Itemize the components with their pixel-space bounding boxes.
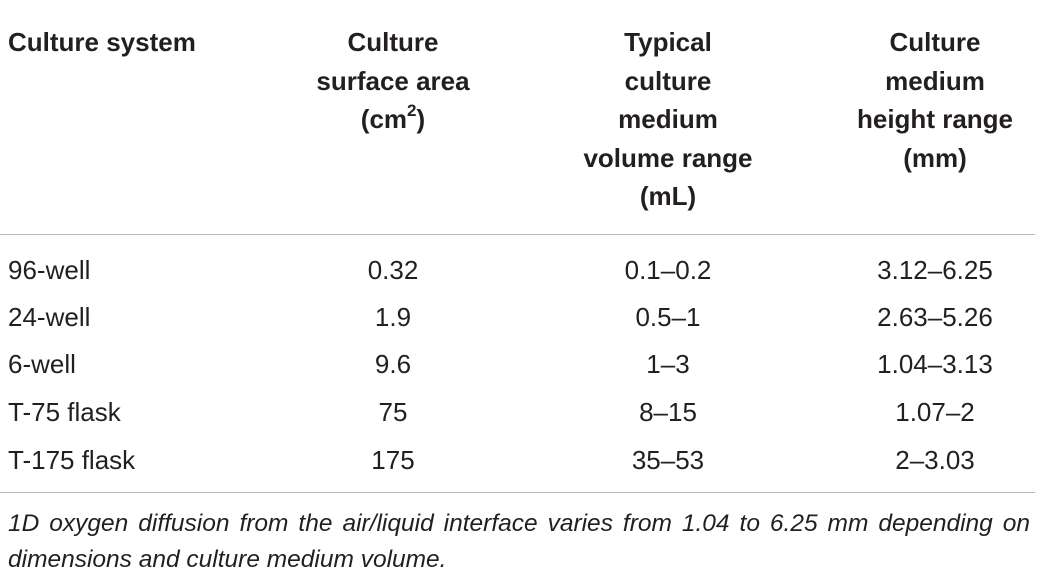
- table-cell-volume: 1–3: [646, 349, 690, 379]
- table-cell-volume: 0.1–0.2: [624, 255, 712, 285]
- column-header-culture-system: Culture system: [8, 23, 196, 62]
- table-cell-height: 1.04–3.13: [877, 349, 993, 379]
- header-unit-text: (cm: [360, 104, 408, 134]
- table-cell-system: 96-well: [8, 255, 91, 285]
- header-line: (mL): [639, 181, 697, 211]
- table-cell-area: 75: [378, 397, 408, 427]
- table-cell-height: 1.07–2: [895, 397, 975, 427]
- table-cell-system: 6-well: [8, 349, 76, 379]
- header-line: Culture: [889, 27, 981, 57]
- column-header-surface-area: Culture surface area (cm2): [283, 23, 503, 139]
- header-unit-superscript: 2: [407, 101, 417, 121]
- column-header-height-range: Culture medium height range (mm): [825, 23, 1040, 177]
- table-cell-system: T-175 flask: [8, 445, 136, 475]
- header-line: medium: [618, 104, 718, 134]
- table-cell-volume: 8–15: [639, 397, 697, 427]
- table-cell-height: 2.63–5.26: [877, 302, 993, 332]
- table-cell-area: 1.9: [374, 302, 412, 332]
- header-unit-close: ): [416, 104, 426, 134]
- table-cell-height: 2–3.03: [895, 445, 975, 475]
- header-line-unit: (cm2): [283, 100, 503, 139]
- header-line: culture: [624, 65, 712, 96]
- header-line: volume range: [583, 142, 753, 173]
- table-cell-volume: 0.5–1: [635, 302, 701, 332]
- header-line: medium: [885, 65, 985, 96]
- header-divider: [0, 234, 1035, 235]
- table-cell-volume: 35–53: [631, 445, 705, 475]
- column-header-volume-range: Typical culture medium volume range (mL): [558, 23, 778, 216]
- table-cell-system: T-75 flask: [8, 397, 121, 427]
- table-cell-system: 24-well: [8, 302, 91, 332]
- table-footnote: 1D oxygen diffusion from the air/liquid …: [8, 510, 1030, 573]
- table-cell-height: 3.12–6.25: [877, 255, 993, 285]
- header-line: Typical: [624, 27, 712, 57]
- header-line: Culture system: [8, 27, 196, 57]
- table-cell-area: 0.32: [367, 255, 419, 285]
- table-bottom-divider: [0, 492, 1035, 493]
- header-line: height range: [856, 104, 1013, 134]
- table-cell-area: 175: [371, 445, 415, 475]
- header-line: surface area: [316, 65, 470, 96]
- table-cell-area: 9.6: [374, 349, 412, 379]
- header-line: Culture: [347, 27, 439, 57]
- header-line: (mm): [903, 142, 967, 173]
